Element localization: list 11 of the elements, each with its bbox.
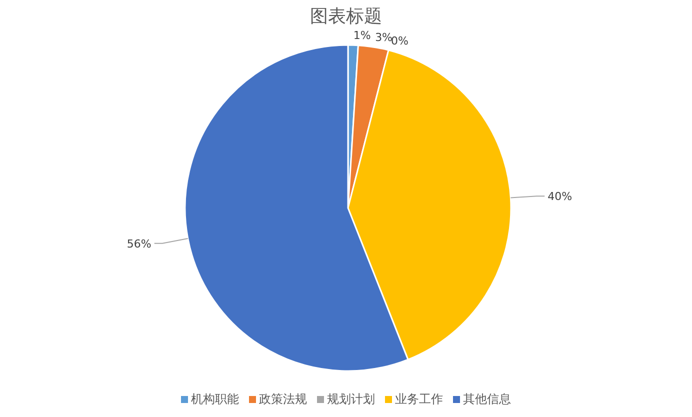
- legend-label: 其他信息: [463, 392, 511, 406]
- legend-label: 规划计划: [327, 392, 375, 406]
- legend-label: 政策法规: [259, 392, 307, 406]
- legend-label: 机构职能: [191, 392, 239, 406]
- legend-label: 业务工作: [395, 392, 443, 406]
- text: 0%: [391, 34, 408, 48]
- data-label: 3%: [375, 31, 393, 44]
- data-label: 56%: [126, 237, 152, 250]
- data-label: 1%: [353, 29, 371, 42]
- chart-title: 图表标题: [310, 6, 382, 27]
- data-label: 40%: [548, 190, 572, 204]
